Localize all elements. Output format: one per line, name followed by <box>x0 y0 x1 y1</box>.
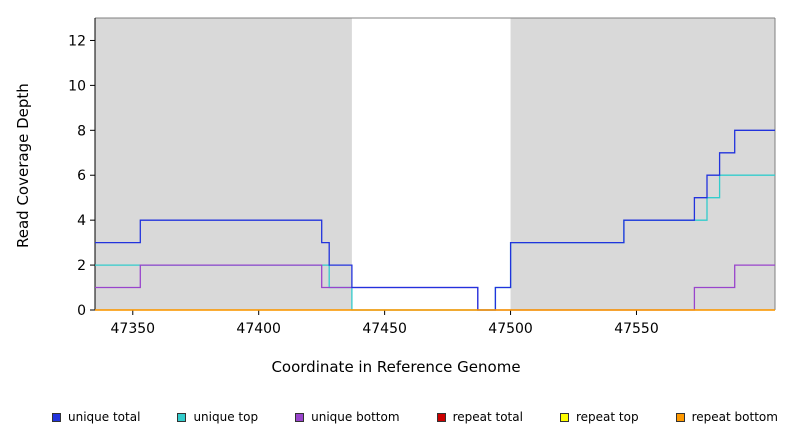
y-tick-label: 0 <box>77 303 86 319</box>
x-tick-label: 47550 <box>614 321 659 337</box>
shaded-region <box>510 18 775 310</box>
x-tick-label: 47350 <box>111 321 156 337</box>
legend-label: repeat total <box>452 410 523 424</box>
y-tick-label: 12 <box>68 33 86 49</box>
repeat-top-swatch-icon <box>559 412 569 422</box>
chart-canvas: 47350 47400 47450 47500 47550 0 2 4 6 8 10 12 <box>68 17 776 337</box>
y-axis-label: Read Coverage Depth <box>14 83 32 248</box>
x-tick-label: 47450 <box>362 321 407 337</box>
y-tick-label: 6 <box>77 168 86 184</box>
legend-label: unique bottom <box>311 410 400 424</box>
series-unique-total <box>95 129 775 311</box>
unique-bottom-swatch-icon <box>295 412 305 422</box>
y-tick-label: 2 <box>77 258 86 274</box>
repeat-bottom-swatch-icon <box>675 412 685 422</box>
x-axis-label: Coordinate in Reference Genome <box>271 358 521 376</box>
legend-item-unique-total: unique total <box>52 410 140 424</box>
unique-top-swatch-icon <box>177 412 187 422</box>
y-tick-label: 8 <box>77 123 86 139</box>
legend-label: repeat bottom <box>691 410 778 424</box>
legend-item-repeat-top: repeat top <box>559 410 639 424</box>
shaded-region <box>95 18 352 310</box>
x-tick-label: 47400 <box>236 321 281 337</box>
legend-label: unique total <box>68 410 141 424</box>
x-tick-label: 47500 <box>488 321 533 337</box>
legend: unique total unique top unique bottom repea… <box>0 410 792 424</box>
legend-item-repeat-bottom: repeat bottom <box>675 410 778 424</box>
repeat-total-swatch-icon <box>436 412 446 422</box>
legend-item-repeat-total: repeat total <box>436 410 523 424</box>
y-tick-label: 4 <box>77 213 86 229</box>
y-tick-label: 10 <box>68 78 86 94</box>
legend-label: repeat top <box>575 410 639 424</box>
legend-item-unique-top: unique top <box>177 410 258 424</box>
unique-total-swatch-icon <box>52 412 61 422</box>
legend-label: unique top <box>193 410 259 424</box>
legend-item-unique-bottom: unique bottom <box>295 410 400 424</box>
